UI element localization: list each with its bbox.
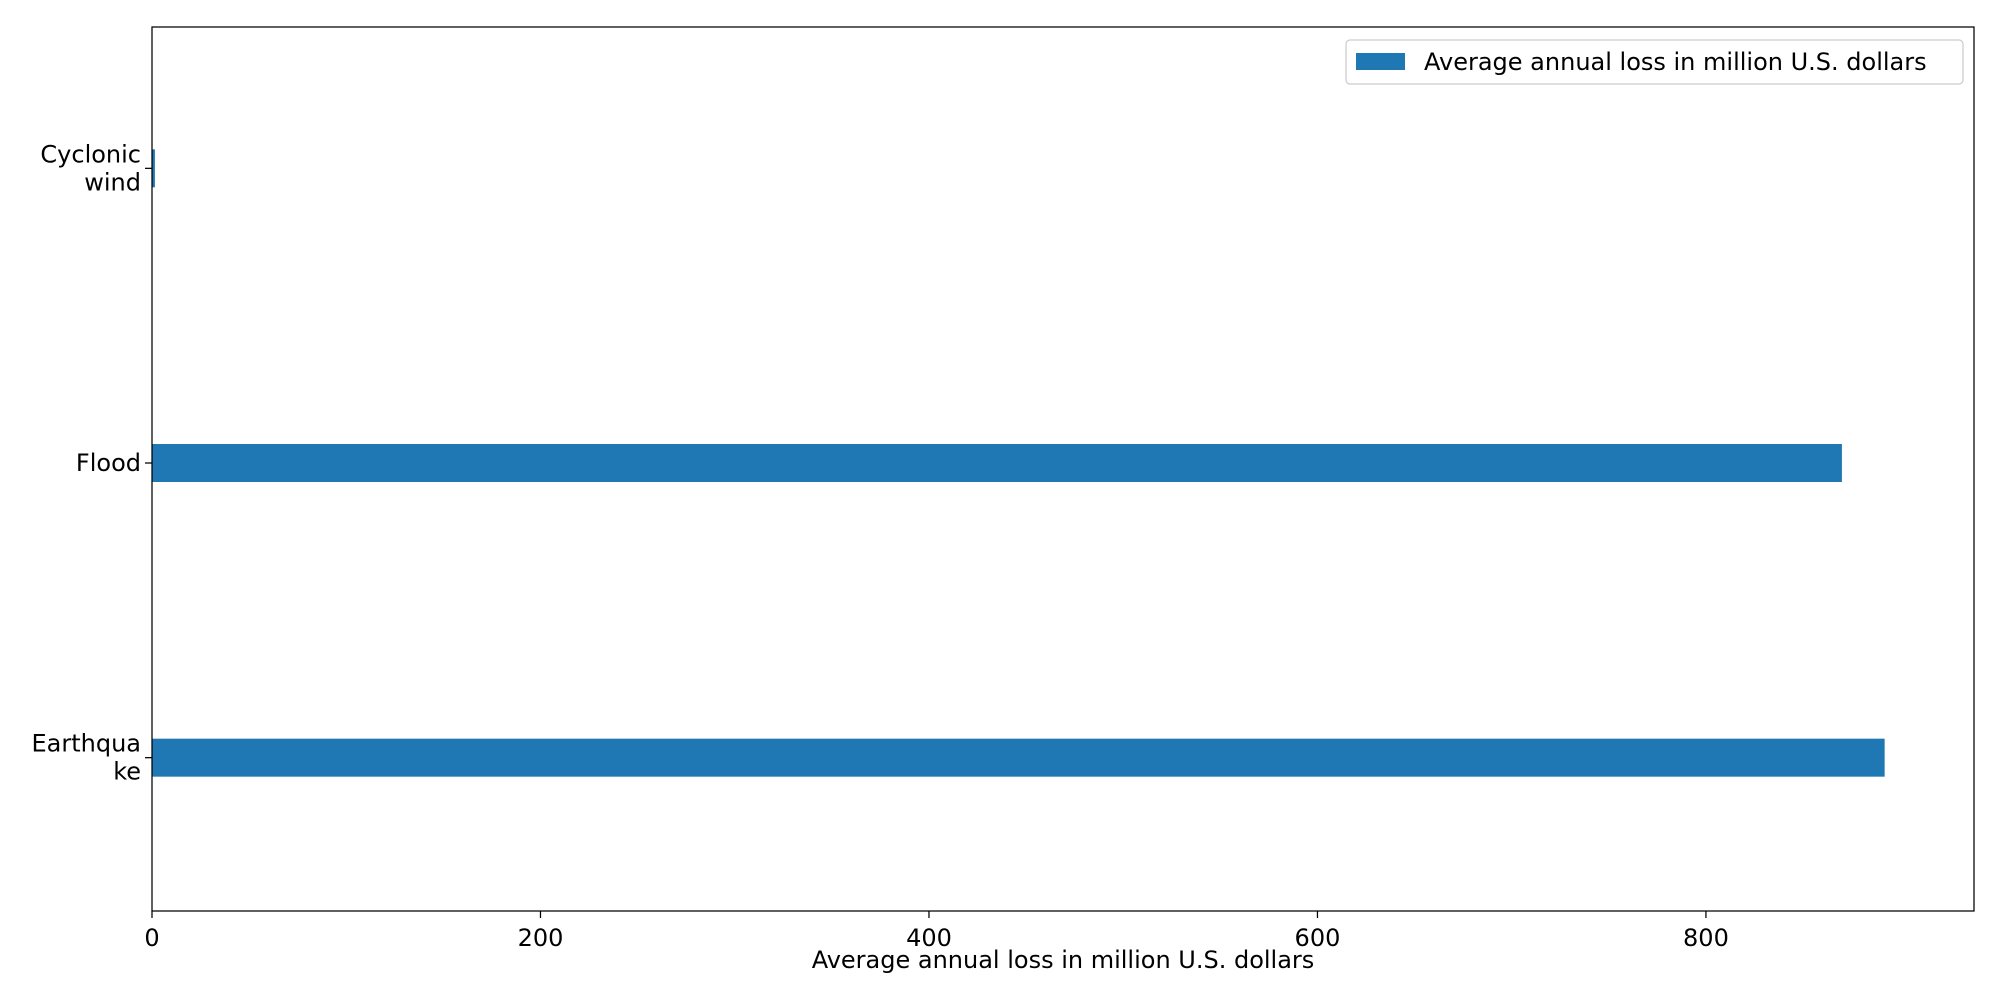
y-tick-label: Earthqua ke — [31, 730, 141, 786]
x-tick-label: 200 — [518, 924, 564, 952]
x-tick-label: 0 — [144, 924, 159, 952]
y-axis-ticks: Cyclonic wind Flood Earthqua ke — [31, 140, 152, 786]
x-tick-label: 400 — [906, 924, 952, 952]
bars-layer — [152, 149, 1885, 777]
y-tick-label: Cyclonic wind — [40, 140, 141, 196]
legend-label: Average annual loss in million U.S. doll… — [1424, 48, 1927, 76]
y-tick-label: Flood — [76, 449, 141, 477]
plot-frame — [151, 26, 1975, 912]
x-axis-ticks: 0 200 400 600 800 — [144, 911, 1729, 952]
x-tick-label: 800 — [1683, 924, 1729, 952]
legend-swatch — [1356, 53, 1405, 70]
legend-box — [1345, 39, 1964, 85]
bar — [152, 738, 1885, 777]
x-axis-title: Average annual loss in million U.S. doll… — [812, 946, 1315, 974]
x-tick-label: 600 — [1295, 924, 1341, 952]
legend: Average annual loss in million U.S. doll… — [1345, 39, 1964, 85]
bar — [152, 149, 155, 188]
bar — [152, 444, 1842, 482]
